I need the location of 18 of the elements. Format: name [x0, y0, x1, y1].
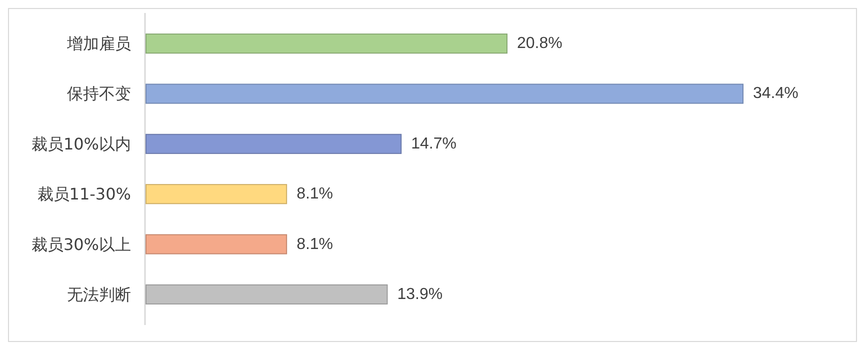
- y-tick-label: 裁员10%以内: [31, 134, 131, 154]
- bar: [146, 34, 508, 54]
- bar: [146, 184, 288, 204]
- bar: [146, 134, 402, 154]
- bar: [146, 84, 744, 104]
- bar: [146, 284, 388, 304]
- data-label: 14.7%: [411, 135, 456, 152]
- data-label: 8.1%: [296, 236, 334, 253]
- y-tick-label: 增加雇员: [66, 34, 131, 54]
- data-label: 13.9%: [397, 286, 443, 303]
- data-label: 8.1%: [296, 186, 334, 203]
- data-label: 20.8%: [516, 35, 562, 52]
- y-tick-label: 保持不变: [67, 84, 131, 104]
- bar: [146, 234, 288, 254]
- data-label: 34.4%: [753, 85, 798, 102]
- y-tick-label: 裁员11-30%: [37, 184, 131, 204]
- y-tick-label: 无法判断: [67, 284, 131, 304]
- y-tick-label: 裁员30%以上: [31, 234, 131, 254]
